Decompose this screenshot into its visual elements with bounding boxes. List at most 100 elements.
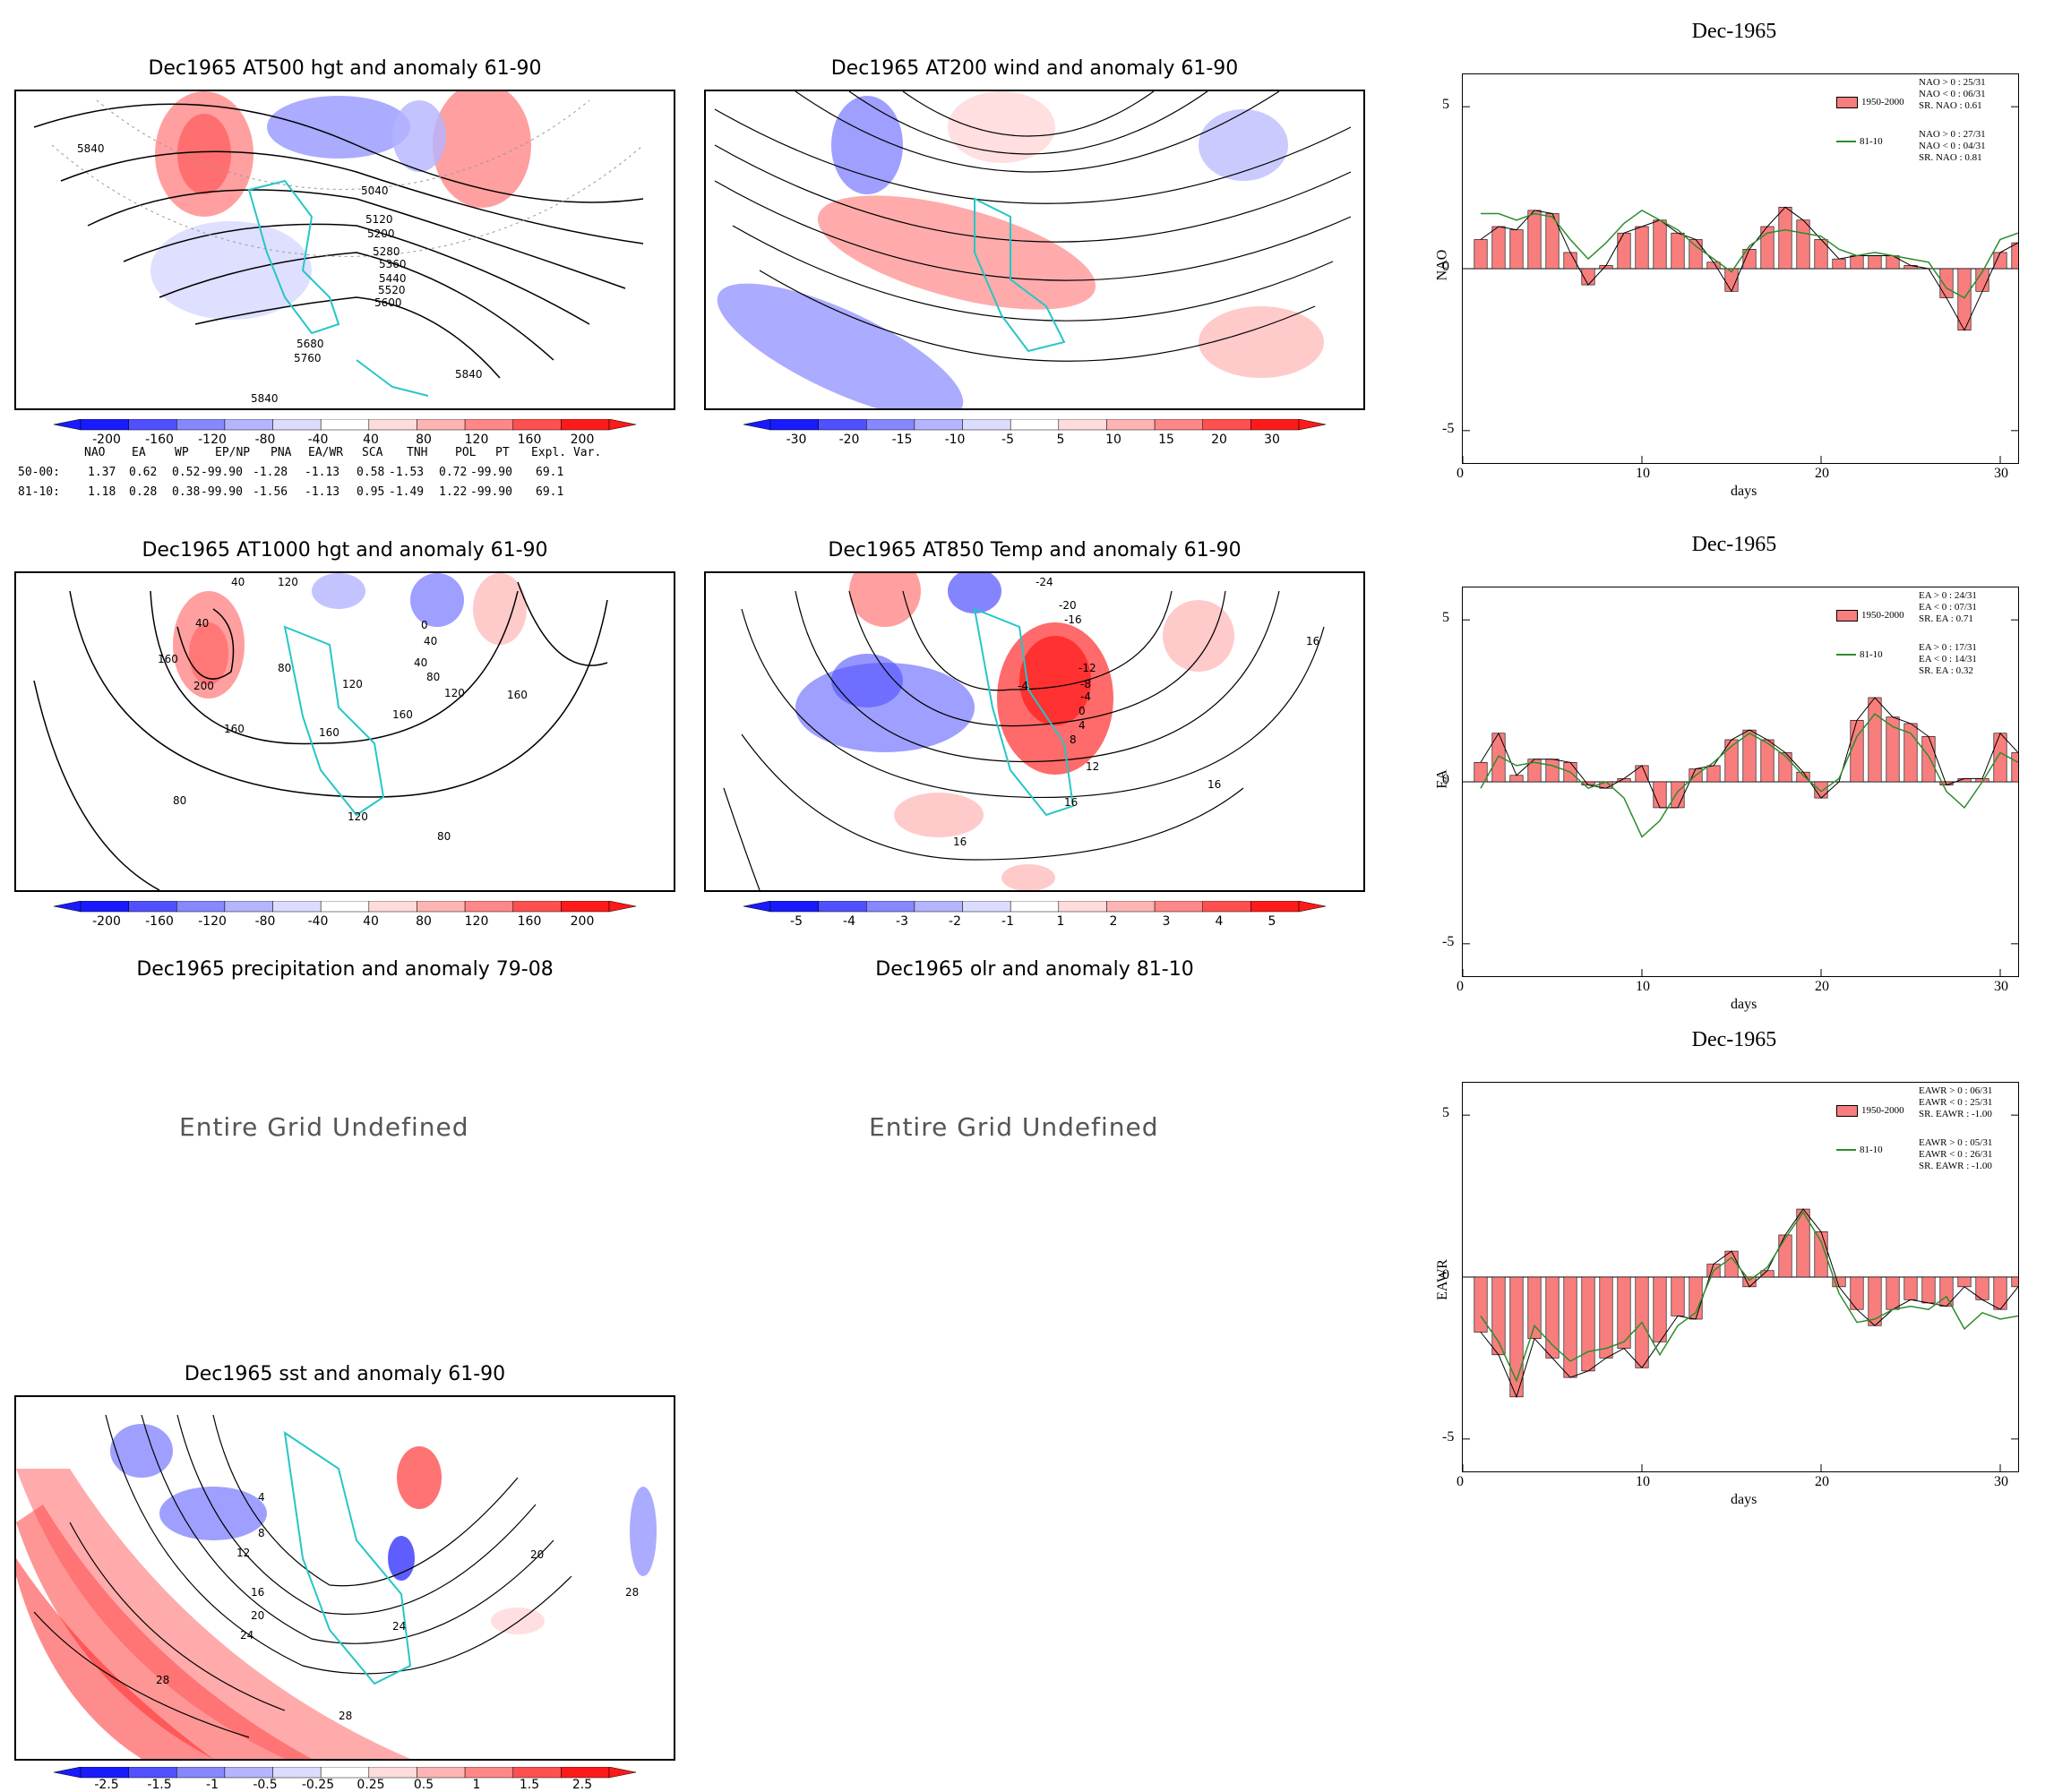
z500-contour-label: 5440 — [379, 272, 407, 285]
y-tick-label: 0 — [1442, 772, 1449, 787]
olr-title: Dec1965 olr and anomaly 81-10 — [875, 958, 1194, 981]
colorbar-arrow-left — [743, 418, 771, 431]
z1000-contour-label: 120 — [342, 678, 363, 690]
colorbar-bin — [368, 1766, 417, 1779]
z1000-panel: Dec1965 AT1000 hgt and anomaly 61-90 40 … — [0, 502, 690, 931]
sst-contour-label: 24 — [240, 1629, 254, 1642]
table-cell: 1.37 — [88, 466, 116, 479]
colorbar-tick: 200 — [570, 914, 595, 929]
nao-chart: Dec-1965 NAO days NAO > 0 : 25/31 NAO < … — [1397, 0, 2071, 510]
table-cell: 69.1 — [536, 466, 564, 479]
bar — [2011, 752, 2018, 783]
t850-contour-label: 12 — [1086, 760, 1099, 773]
bar — [1653, 781, 1667, 809]
t850-contour-label: 0 — [1078, 705, 1086, 717]
legend-line-name: 81-10 — [1860, 649, 1883, 660]
colorbar-tick: -4 — [843, 914, 855, 929]
legend-stat: SR. EA : 0.71 — [1919, 613, 1973, 624]
table-cell: -99.90 — [470, 466, 512, 479]
t850-contour-label: 16 — [953, 836, 967, 848]
table-header: SCA — [362, 446, 383, 459]
z1000-contour-label: 0 — [421, 619, 428, 631]
legend-stat: EAWR > 0 : 05/31 — [1919, 1137, 1993, 1148]
colorbar-tick: -0.25 — [301, 1778, 335, 1792]
z500-contour-label: 5760 — [294, 352, 322, 364]
colorbar-bin — [272, 418, 322, 431]
bar — [1993, 252, 2007, 270]
legend-stat: SR. EA : 0.32 — [1919, 665, 1973, 676]
colorbar-bin — [80, 1766, 129, 1779]
ea-legend: EA > 0 : 24/31 EA < 0 : 07/31 SR. EA : 0… — [1836, 590, 2015, 680]
colorbar-bin — [176, 418, 226, 431]
bar — [1832, 258, 1846, 270]
colorbar-tick: 20 — [1211, 433, 1227, 447]
colorbar-tick: -10 — [944, 433, 966, 447]
y-tick-label: -5 — [1442, 1428, 1455, 1445]
z1000-contour-label: 40 — [414, 656, 427, 669]
legend-stat: EA < 0 : 07/31 — [1919, 602, 1977, 613]
colorbar-tick: -2.5 — [94, 1778, 119, 1792]
z1000-colorbar-labels: -200 -160 -120 -80 -40 40 80 120 160 200 — [54, 914, 636, 929]
legend-line-key: 81-10 — [1836, 136, 1883, 148]
legend-stat: EA > 0 : 24/31 — [1919, 590, 1977, 601]
z500-panel: Dec1965 AT500 hgt and anomaly 61-90 5040… — [0, 0, 690, 502]
z1000-contour-label: 160 — [158, 653, 178, 665]
colorbar-tick: -160 — [145, 433, 174, 447]
table-header: POL — [455, 446, 477, 459]
ea-x-axis-label: days — [1731, 997, 1757, 1012]
colorbar-tick: 120 — [464, 914, 489, 929]
colorbar-bin — [1250, 900, 1300, 913]
bar — [1545, 759, 1560, 783]
colorbar-bin — [224, 900, 273, 913]
colorbar-tick: 200 — [570, 433, 595, 447]
colorbar-bin — [464, 418, 513, 431]
table-header: Expl. Var. — [531, 446, 602, 459]
t850-map-svg: -24 -20 -16 -12 -8 -4 0 4 8 12 16 16 16 … — [723, 573, 1325, 890]
legend-stat: EA > 0 : 17/31 — [1919, 642, 1977, 653]
z1000-contour-label: 80 — [426, 671, 440, 683]
z1000-contour-label: 160 — [392, 708, 413, 721]
colorbar-tick: 40 — [363, 914, 379, 929]
colorbar-bin — [1106, 900, 1156, 913]
colorbar-tick: 5 — [1056, 433, 1065, 447]
z1000-contour-label: 120 — [278, 576, 298, 588]
colorbar-tick: 15 — [1158, 433, 1174, 447]
x-tick-label: 20 — [1815, 1474, 1829, 1489]
z500-contour-label: 5200 — [367, 227, 395, 240]
sst-title: Dec1965 sst and anomaly 61-90 — [184, 1363, 506, 1385]
x-tick-label: 30 — [1994, 466, 2008, 481]
colorbar-bin — [320, 1766, 370, 1779]
bar — [1796, 219, 1810, 270]
teleconnection-table: NAO EA WP EP/NP PNA EA/WR SCA TNH POL PT… — [18, 446, 645, 500]
series-line-81-10 — [1480, 1211, 2018, 1383]
table-cell: 1.18 — [88, 485, 116, 499]
z1000-colorbar: -200 -160 -120 -80 -40 40 80 120 160 200 — [53, 900, 637, 936]
series-line-81-10 — [1480, 713, 2018, 838]
colorbar-tick: -160 — [145, 914, 174, 929]
sst-panel: Dec1965 sst and anomaly 61-90 8 12 1 — [0, 1352, 690, 1792]
table-header: PNA — [271, 446, 292, 459]
colorbar-arrow-left — [743, 900, 771, 913]
table-cell: -99.90 — [201, 466, 243, 479]
z1000-contour-label: 160 — [319, 726, 339, 739]
x-tick-label: 0 — [1457, 979, 1464, 994]
legend-stat: EAWR < 0 : 25/31 — [1919, 1097, 1993, 1108]
colorbar-bin — [1058, 418, 1107, 431]
z1000-contour-label: 80 — [278, 662, 291, 674]
t850-colorbar-svg — [743, 900, 1327, 913]
colorbar-arrow-left — [53, 1766, 82, 1779]
ea-chart: Dec-1965 EA days EA > 0 : 24/31 EA < 0 :… — [1397, 515, 2071, 1016]
z500-colorbar: -200 -160 -120 -80 -40 40 80 120 160 200 — [53, 418, 637, 454]
z1000-colorbar-svg — [53, 900, 637, 913]
colorbar-bin — [866, 900, 915, 913]
bar — [1868, 697, 1882, 783]
colorbar-tick: 0.5 — [413, 1778, 434, 1792]
colorbar-bin — [962, 900, 1011, 913]
colorbar-tick: -5 — [1001, 433, 1014, 447]
colorbar-tick: -40 — [307, 914, 329, 929]
colorbar-arrow-right — [1298, 418, 1327, 431]
y-tick-label: 5 — [1442, 97, 1449, 113]
legend-bar-key: 1950-2000 — [1836, 97, 1904, 108]
legend-bar-swatch — [1836, 97, 1858, 108]
colorbar-tick: -20 — [838, 433, 860, 447]
